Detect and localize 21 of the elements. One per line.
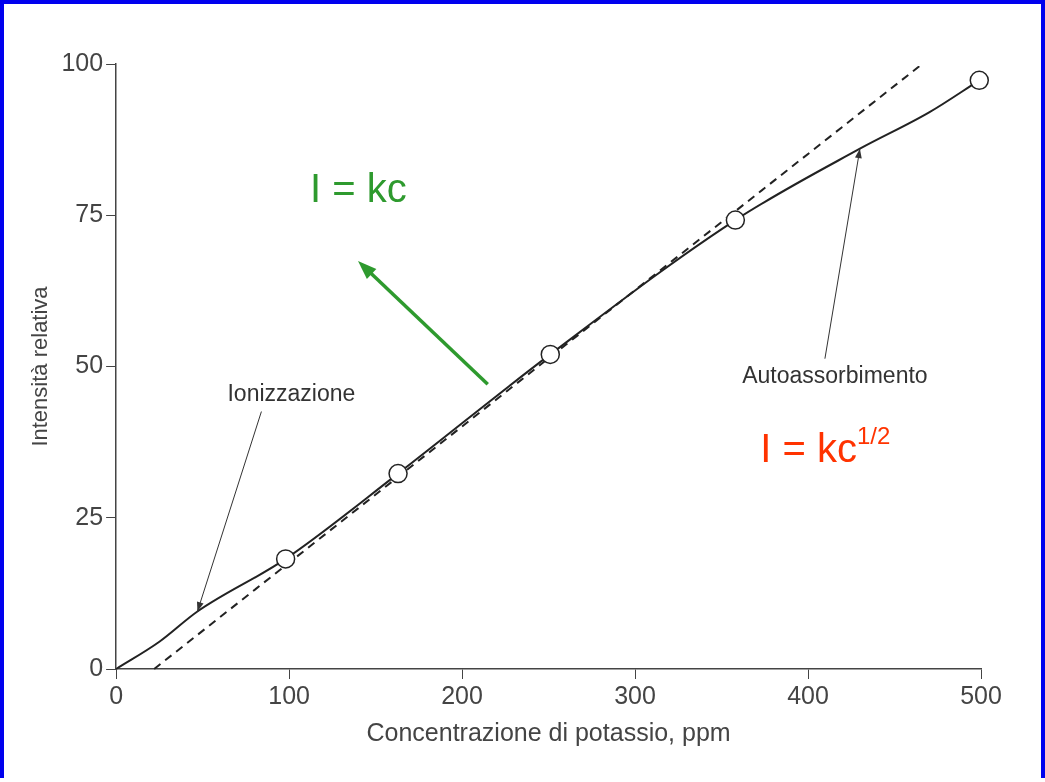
x-tick-label: 200 (441, 680, 483, 709)
point (725, 210, 746, 230)
annotation: I = kc (309, 166, 407, 211)
y-tick-label: 0 (89, 652, 104, 681)
point (275, 549, 296, 569)
x-tick-label: 400 (787, 680, 829, 709)
y-tick-label: 25 (75, 501, 104, 530)
point (969, 70, 990, 91)
y-tick-label: 50 (75, 350, 104, 379)
y-axis-title: Intensità relativa (27, 285, 53, 447)
y-tick-label: 75 (75, 199, 104, 228)
x-axis-title: Concentrazione di potassio, ppm (366, 717, 731, 746)
y-tick-label: 100 (61, 47, 104, 76)
annotation: Ionizzazione (227, 379, 356, 406)
x-tick-label: 500 (960, 680, 1002, 709)
x-tick-label: 300 (614, 680, 656, 709)
point (388, 463, 408, 484)
annotation: Autoassorbimento (742, 362, 928, 389)
point (540, 344, 561, 365)
x-tick-label: 0 (109, 680, 124, 709)
x-tick-label: 100 (268, 680, 310, 709)
